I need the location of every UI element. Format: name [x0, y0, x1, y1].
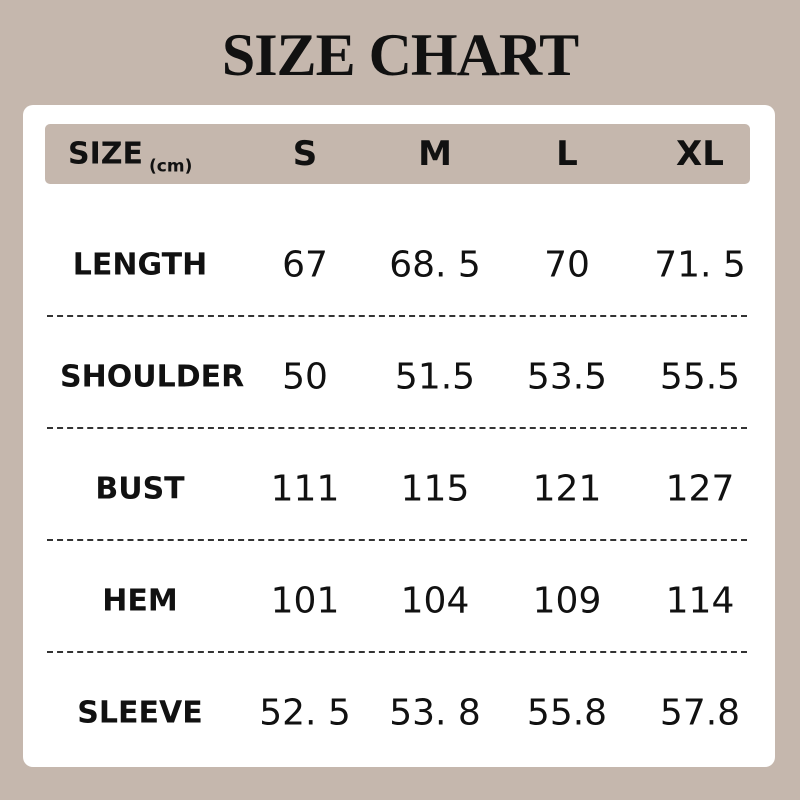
table-cell: 121 — [532, 468, 602, 510]
table-cell: 53.5 — [526, 356, 608, 398]
table-cell: 127 — [665, 468, 735, 510]
size-header-s: S — [292, 134, 318, 174]
row-label-hem: HEM — [102, 583, 178, 619]
table-cell: 68. 5 — [389, 244, 481, 286]
row-divider — [47, 427, 747, 429]
size-header-m: M — [418, 134, 452, 174]
table-header — [45, 124, 750, 184]
table-cell: 104 — [400, 580, 470, 622]
table-cell: 50 — [282, 356, 328, 398]
unit-label: (cm) — [149, 156, 193, 177]
table-cell: 55.5 — [659, 356, 741, 398]
table-cell: 111 — [270, 468, 340, 510]
table-cell: 51.5 — [394, 356, 476, 398]
table-cell: 52. 5 — [259, 692, 351, 734]
size-header-xl: XL — [676, 134, 724, 174]
table-cell: 55.8 — [526, 692, 608, 734]
size-header-label: SIZE (cm) — [68, 136, 192, 177]
row-divider — [47, 539, 747, 541]
table-cell: 101 — [270, 580, 340, 622]
row-label-bust: BUST — [95, 471, 185, 507]
row-divider — [47, 315, 747, 317]
size-table-card — [23, 105, 775, 767]
page-title: SIZE CHART — [221, 22, 579, 88]
table-cell: 109 — [532, 580, 602, 622]
row-label-sleeve: SLEEVE — [77, 695, 203, 731]
table-cell: 115 — [400, 468, 470, 510]
size-header-l: L — [556, 134, 578, 174]
size-label-text: SIZE — [68, 136, 144, 172]
row-divider — [47, 651, 747, 653]
table-cell: 71. 5 — [654, 244, 746, 286]
table-cell: 67 — [282, 244, 328, 286]
table-cell: 114 — [665, 580, 735, 622]
row-label-length: LENGTH — [72, 247, 208, 283]
table-cell: 57.8 — [659, 692, 741, 734]
row-label-shoulder: SHOULDER — [60, 359, 245, 395]
table-cell: 70 — [544, 244, 590, 286]
table-cell: 53. 8 — [389, 692, 481, 734]
